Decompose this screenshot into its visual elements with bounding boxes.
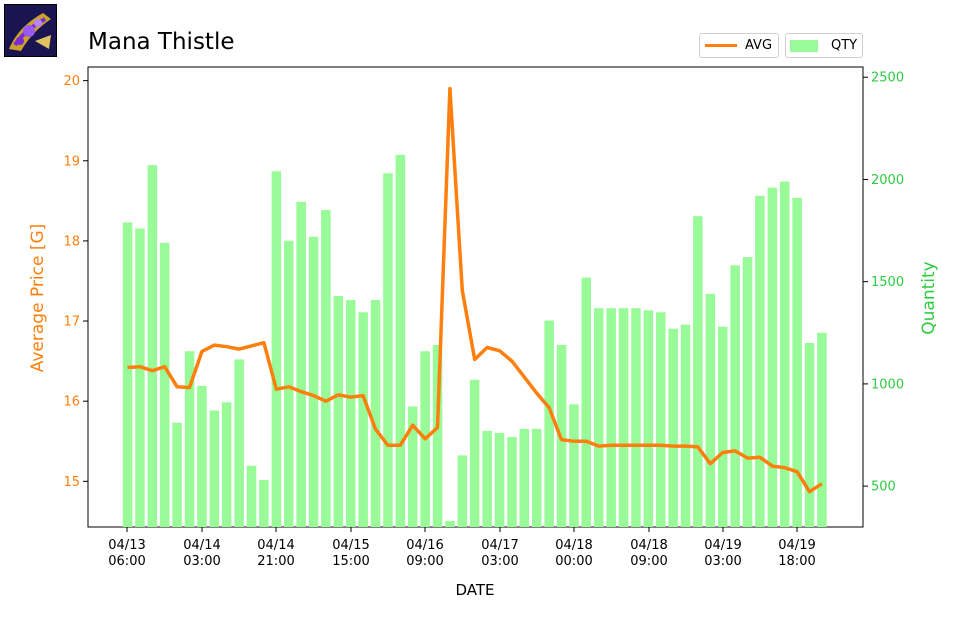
qty-bar (792, 197, 802, 528)
qty-bar (643, 310, 654, 527)
qty-bar (705, 293, 716, 527)
y-right-tick-label: 500 (871, 480, 896, 495)
qty-bar (494, 433, 505, 527)
qty-bar (680, 324, 691, 527)
qty-bar (804, 343, 815, 527)
y-left-tick-label: 15 (63, 475, 80, 490)
qty-bar (308, 236, 319, 527)
qty-bar (184, 351, 195, 527)
y-left-tick-label: 16 (63, 395, 80, 410)
qty-bar (668, 328, 678, 527)
qty-bar (618, 308, 629, 527)
qty-bar (259, 480, 269, 527)
x-tick-label: 04/13 06:00 (108, 538, 145, 569)
qty-bar (730, 265, 740, 527)
qty-bar (321, 210, 331, 527)
x-axis-label: DATE (455, 581, 494, 599)
qty-bar (755, 195, 765, 528)
qty-bar (234, 359, 244, 527)
y-right-tick-label: 2000 (871, 173, 904, 188)
y-right-tick-label: 1500 (871, 275, 904, 290)
qty-bar (606, 308, 616, 527)
x-tick-label: 04/19 03:00 (704, 538, 741, 569)
x-tick-label: 04/15 15:00 (332, 538, 369, 569)
y-axis-left: 15 16 17 18 19 20 (63, 74, 88, 490)
x-tick-label: 04/16 09:00 (406, 538, 443, 569)
qty-bar (445, 520, 455, 527)
x-tick-label: 04/18 00:00 (555, 538, 592, 569)
qty-bar (383, 173, 393, 528)
chart-title: Mana Thistle (88, 29, 234, 55)
qty-bar (246, 465, 257, 527)
y-left-tick-label: 18 (63, 234, 80, 249)
y-axis-left-label: Average Price [G] (28, 224, 48, 373)
y-left-tick-label: 19 (63, 154, 80, 169)
y-left-tick-label: 17 (63, 315, 80, 330)
qty-bar (569, 404, 579, 527)
mana-thistle-item-icon (4, 4, 57, 57)
x-axis: 04/13 06:00 04/14 03:00 04/14 21:00 04/15 15:00… (108, 527, 816, 569)
y-right-tick-label: 2500 (871, 71, 904, 86)
qty-bar (358, 312, 368, 527)
legend-qty-swatch (790, 39, 818, 52)
qty-bars (122, 154, 827, 528)
qty-bar (159, 242, 170, 528)
x-tick-label: 04/14 03:00 (183, 538, 220, 569)
qty-bar (742, 257, 753, 527)
x-tick-label: 04/14 21:00 (257, 538, 294, 569)
qty-bar (544, 320, 554, 527)
y-axis-right: 500 1000 1500 2000 2500 (863, 71, 904, 495)
qty-bar (197, 385, 207, 527)
legend-qty: QTY (785, 33, 863, 58)
qty-bar (333, 296, 344, 527)
qty-bar (221, 402, 232, 527)
qty-bar (718, 326, 728, 527)
qty-bar (507, 437, 517, 527)
avg-series-line (127, 86, 823, 494)
qty-bar (432, 345, 443, 527)
legend-avg-label: AVG (745, 38, 773, 53)
qty-bar (780, 181, 790, 527)
x-tick-label: 04/18 09:00 (630, 538, 667, 569)
avg-line (127, 86, 823, 494)
qty-bar (407, 406, 418, 527)
qty-bar (284, 240, 294, 528)
y-axis-right-label: Quantity (919, 261, 939, 334)
legend-qty-label: QTY (831, 38, 858, 53)
qty-bar (519, 428, 529, 527)
qty-bar (346, 300, 356, 527)
qty-bar (209, 410, 220, 527)
y-right-tick-label: 1000 (871, 377, 904, 392)
x-tick-label: 04/19 18:00 (778, 538, 815, 569)
qty-bar (532, 428, 542, 527)
qty-bar (469, 379, 480, 527)
qty-bar (594, 308, 604, 527)
qty-bar (122, 222, 133, 527)
qty-bar (271, 171, 282, 528)
qty-bar (395, 154, 406, 527)
x-tick-label: 04/17 03:00 (481, 538, 518, 569)
qty-bar (631, 308, 641, 527)
y-left-tick-label: 20 (63, 74, 80, 89)
qty-bar (817, 332, 827, 527)
qty-bar (581, 277, 591, 527)
qty-bar (482, 430, 492, 527)
qty-bar (135, 228, 145, 527)
qty-bar (172, 422, 182, 527)
qty-bar (656, 312, 666, 527)
legend-avg: AVG (699, 33, 779, 58)
qty-bar (767, 187, 778, 527)
qty-bar (296, 201, 306, 527)
qty-bar (693, 216, 703, 527)
qty-bar (457, 455, 468, 527)
qty-bar (147, 165, 158, 527)
qty-bar (370, 300, 381, 527)
legend-avg-swatch (705, 44, 737, 47)
